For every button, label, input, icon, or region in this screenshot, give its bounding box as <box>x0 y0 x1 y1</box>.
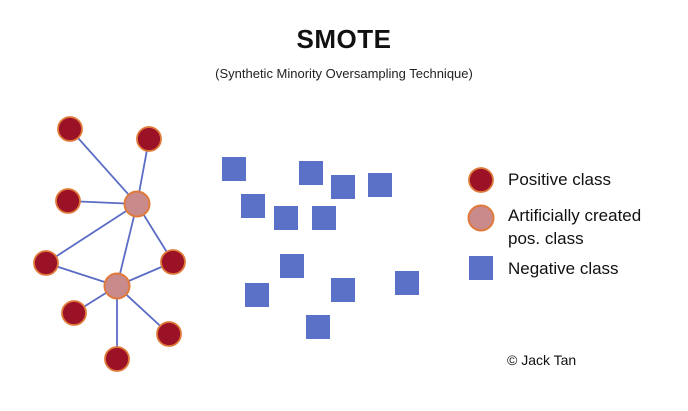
negative-node <box>331 175 355 199</box>
negative-node <box>368 173 392 197</box>
positive-node <box>156 321 182 347</box>
negative-node <box>331 278 355 302</box>
positive-node <box>55 188 81 214</box>
positive-node <box>160 249 186 275</box>
legend-synthetic-symbol <box>467 204 495 232</box>
legend-negative-label: Negative class <box>508 259 619 278</box>
legend-positive-symbol <box>468 167 494 193</box>
positive-node <box>33 250 59 276</box>
negative-node <box>245 283 269 307</box>
negative-node <box>306 315 330 339</box>
positive-node <box>136 126 162 152</box>
legend-symbols <box>467 167 495 280</box>
positive-node <box>57 116 83 142</box>
negative-nodes <box>222 157 419 339</box>
negative-node <box>241 194 265 218</box>
negative-node <box>299 161 323 185</box>
credit-text: © Jack Tan <box>507 352 577 368</box>
negative-node <box>395 271 419 295</box>
legend-synthetic-line1: Artificially created <box>508 206 642 225</box>
legend-positive-label: Positive class <box>508 170 611 189</box>
diagram-subtitle: (Synthetic Minority Oversampling Techniq… <box>215 66 473 81</box>
edge <box>69 128 138 205</box>
synthetic-node <box>123 190 151 218</box>
diagram-title: SMOTE <box>296 24 392 54</box>
legend-synthetic-line2: pos. class <box>508 229 584 248</box>
edge <box>116 203 138 287</box>
negative-node <box>222 157 246 181</box>
synthetic-node <box>103 272 131 300</box>
legend-negative-symbol <box>469 256 493 280</box>
positive-node <box>61 300 87 326</box>
negative-node <box>274 206 298 230</box>
legend-synthetic-label: Artificially created pos. class <box>508 204 641 250</box>
positive-node <box>104 346 130 372</box>
negative-node <box>312 206 336 230</box>
edge <box>45 203 138 264</box>
positive-nodes <box>33 116 186 372</box>
negative-node <box>280 254 304 278</box>
synthetic-nodes <box>103 190 151 300</box>
neighbor-edges <box>45 128 174 359</box>
